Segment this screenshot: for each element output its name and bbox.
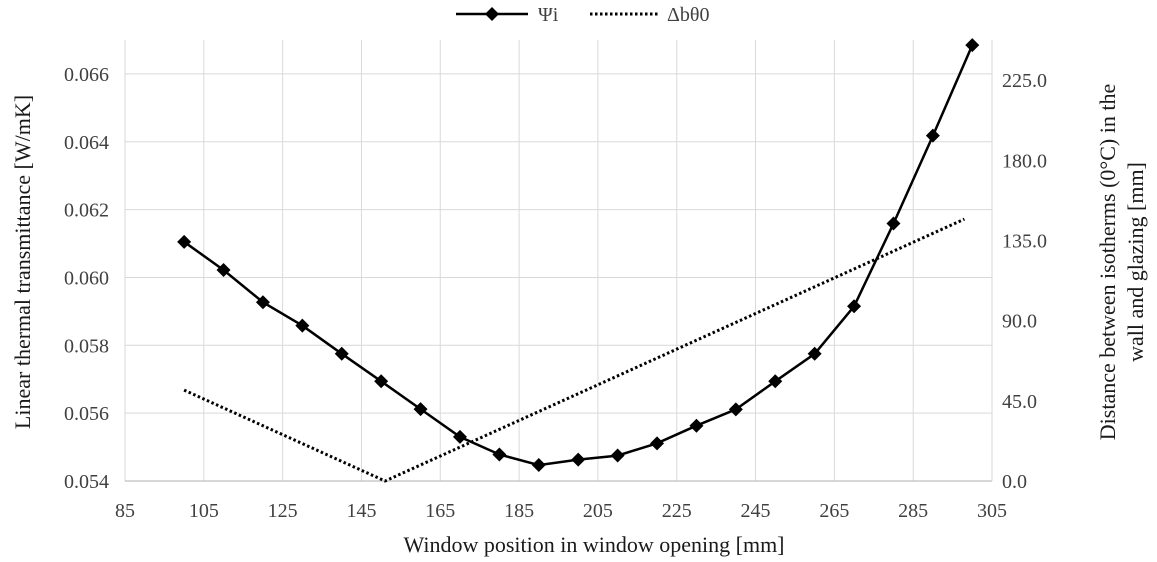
x-tick-label: 85 [115,500,135,522]
data-point-psi [413,402,428,417]
legend-label-delta: Δbθ0 [667,4,709,26]
data-point-psi [728,402,743,417]
left-y-tick-labels: 0.054 0.056 0.058 0.060 0.062 0.064 0.066 [64,64,109,493]
legend: Ψi Δbθ0 [456,4,709,26]
x-tick-label: 105 [189,500,219,522]
right-y-tick-label: 225.0 [1002,70,1047,92]
data-point-psi [295,318,310,333]
x-tick-label: 165 [425,500,455,522]
data-point-psi [177,234,192,249]
grid [124,40,993,482]
data-point-psi [216,262,231,277]
x-tick-label: 285 [898,500,928,522]
data-point-psi [965,38,980,53]
data-point-psi [847,299,862,314]
x-tick-label: 185 [504,500,534,522]
data-point-psi [374,374,389,389]
data-point-psi [807,346,822,361]
left-y-tick-label: 0.058 [64,335,109,357]
left-y-axis-title: Linear thermal transmittance [W/mK] [10,95,35,429]
left-y-tick-label: 0.064 [64,132,109,154]
x-tick-label: 205 [583,500,613,522]
data-point-psi [689,418,704,433]
right-y-tick-label: 90.0 [1002,311,1037,333]
left-y-tick-label: 0.066 [64,64,109,86]
data-point-psi [255,295,270,310]
legend-marker-psi [485,7,499,21]
x-tick-label: 125 [268,500,298,522]
left-y-tick-label: 0.054 [64,471,109,493]
data-point-psi [650,436,665,451]
data-point-psi [886,216,901,231]
left-y-tick-label: 0.056 [64,403,109,425]
right-y-tick-label: 180.0 [1002,150,1047,172]
right-y-axis-title-line-2: wall and glazing [mm] [1123,162,1148,362]
data-point-psi [610,448,625,463]
series-line-delta [183,217,966,483]
series-layer [177,38,980,483]
right-y-tick-label: 0.0 [1002,471,1027,493]
x-tick-labels: 85 105 125 145 165 185 205 225 245 265 285 305 [115,500,1007,522]
data-point-psi [571,452,586,467]
x-axis-title: Window position in window opening [mm] [403,532,784,557]
left-y-tick-label: 0.062 [64,200,109,222]
right-y-tick-label: 45.0 [1002,391,1037,413]
data-point-psi [492,447,507,462]
data-point-psi [925,128,940,143]
right-y-axis-title-line-1: Distance between isotherms (0°C) in the [1095,84,1120,440]
x-tick-label: 145 [346,500,376,522]
x-tick-label: 245 [741,500,771,522]
data-point-psi [452,429,467,444]
left-y-tick-label: 0.060 [64,267,109,289]
right-y-tick-label: 135.0 [1002,230,1047,252]
right-y-tick-labels: 0.0 45.0 90.0 135.0 180.0 225.0 [1002,70,1047,493]
series-line-psi [183,44,974,467]
data-point-psi [334,346,349,361]
x-tick-label: 225 [662,500,692,522]
data-point-psi [768,374,783,389]
x-tick-label: 305 [977,500,1007,522]
x-tick-label: 265 [819,500,849,522]
data-point-psi [531,458,546,473]
legend-label-psi: Ψi [538,4,559,26]
right-y-axis-title: Distance between isotherms (0°C) in the … [1095,84,1148,440]
